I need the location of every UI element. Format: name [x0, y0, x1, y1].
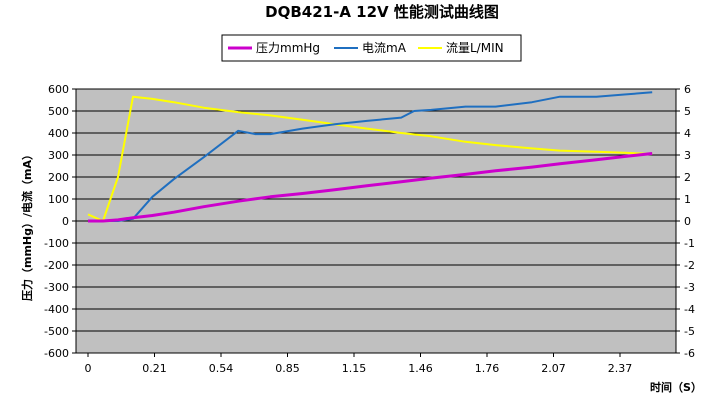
y2-tick-label: -2: [684, 259, 695, 272]
legend: 压力mmHg 电流mA 流量L/MIN: [221, 34, 522, 62]
y2-tick-label: 0: [684, 215, 691, 228]
y2-tick-label: 4: [684, 127, 691, 140]
y-tick-label: 0: [62, 215, 69, 228]
gridlines: [76, 88, 676, 354]
x-tick-label: 1.46: [408, 362, 433, 375]
y-tick-label: -400: [44, 303, 69, 316]
y-tick-label: -200: [44, 259, 69, 272]
x-tick-label: 0.85: [275, 362, 300, 375]
x-axis-label: 时间（S）: [650, 380, 702, 394]
y2-tick-label: -5: [684, 325, 695, 338]
y-tick-label: 300: [48, 149, 69, 162]
x-tick-label: 0.21: [142, 362, 167, 375]
x-tick-label: 1.76: [475, 362, 500, 375]
y2-tick-label: 6: [684, 83, 691, 96]
y2-tick-label: -4: [684, 303, 695, 316]
y2-tick-label: -3: [684, 281, 695, 294]
y2-tick-label: -6: [684, 347, 695, 360]
x-axis: 0 0.21 0.54 0.85 1.15 1.46 1.76 2.07 2.37: [85, 353, 633, 375]
y2-tick-label: 3: [684, 149, 691, 162]
y-tick-label: -500: [44, 325, 69, 338]
x-tick-label: 0: [85, 362, 92, 375]
legend-label-current: 电流mA: [362, 41, 407, 55]
x-tick-label: 0.54: [209, 362, 234, 375]
y-axis-left: -600 -500 -400 -300 -200 -100 0 100 200 300 400 500…: [44, 83, 76, 360]
legend-label-pressure: 压力mmHg: [256, 41, 320, 55]
series-line-pressure: [88, 152, 653, 223]
y-tick-label: -100: [44, 237, 69, 250]
legend-box: [221, 34, 522, 62]
y-axis-label: 压力（mmHg）/电流（mA）: [20, 149, 34, 301]
y-tick-label: -300: [44, 281, 69, 294]
y-tick-label: 500: [48, 105, 69, 118]
y-tick-label: -600: [44, 347, 69, 360]
series-line-current: [88, 91, 653, 222]
x-tick-label: 2.37: [608, 362, 633, 375]
y-tick-label: 200: [48, 171, 69, 184]
y2-tick-label: 2: [684, 171, 691, 184]
y-axis-right: -6 -5 -4 -3 -2 -1 0 1 2 3 4 5 6: [676, 83, 695, 360]
x-tick-label: 2.07: [541, 362, 566, 375]
y2-tick-label: 5: [684, 105, 691, 118]
legend-label-flow: 流量L/MIN: [446, 41, 504, 55]
y-tick-label: 600: [48, 83, 69, 96]
y2-tick-label: 1: [684, 193, 691, 206]
x-tick-label: 1.15: [342, 362, 367, 375]
y-tick-label: 400: [48, 127, 69, 140]
y-tick-label: 100: [48, 193, 69, 206]
chart-title: DQB421-A 12V 性能测试曲线图: [265, 3, 499, 21]
y2-tick-label: -1: [684, 237, 695, 250]
series-lines: [87, 91, 653, 223]
